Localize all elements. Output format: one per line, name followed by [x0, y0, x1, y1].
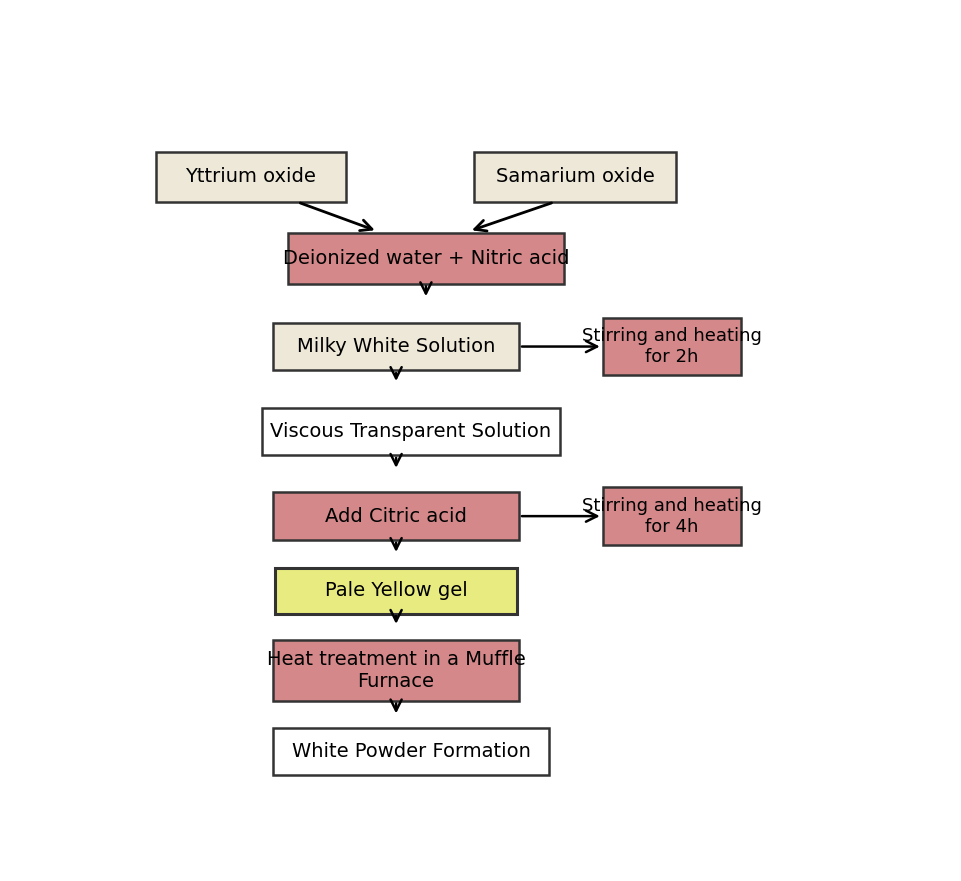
- Text: Stirring and heating
for 4h: Stirring and heating for 4h: [581, 497, 761, 536]
- Text: Heat treatment in a Muffle
Furnace: Heat treatment in a Muffle Furnace: [266, 649, 525, 691]
- FancyBboxPatch shape: [156, 152, 345, 203]
- FancyBboxPatch shape: [287, 233, 563, 284]
- FancyBboxPatch shape: [474, 152, 675, 203]
- FancyBboxPatch shape: [273, 640, 519, 700]
- Text: Milky White Solution: Milky White Solution: [297, 337, 495, 356]
- FancyBboxPatch shape: [273, 729, 549, 774]
- Text: Samarium oxide: Samarium oxide: [495, 167, 653, 187]
- FancyBboxPatch shape: [603, 487, 740, 545]
- FancyBboxPatch shape: [273, 492, 519, 540]
- Text: Deionized water + Nitric acid: Deionized water + Nitric acid: [283, 248, 569, 268]
- Text: Viscous Transparent Solution: Viscous Transparent Solution: [270, 422, 551, 440]
- Text: Stirring and heating
for 2h: Stirring and heating for 2h: [581, 327, 761, 366]
- FancyBboxPatch shape: [273, 322, 519, 370]
- Text: Yttrium oxide: Yttrium oxide: [185, 167, 316, 187]
- FancyBboxPatch shape: [603, 318, 740, 375]
- FancyBboxPatch shape: [275, 567, 517, 614]
- Text: Pale Yellow gel: Pale Yellow gel: [325, 581, 467, 600]
- FancyBboxPatch shape: [261, 408, 559, 455]
- Text: Add Citric acid: Add Citric acid: [325, 507, 466, 526]
- Text: White Powder Formation: White Powder Formation: [291, 742, 530, 761]
